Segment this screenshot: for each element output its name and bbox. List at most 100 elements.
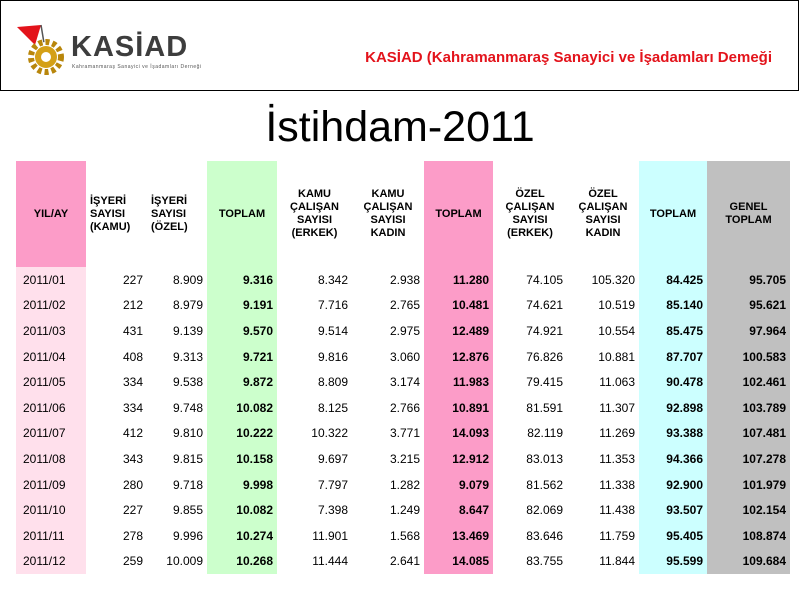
cell-private-male: 81.562 xyxy=(526,477,563,492)
cell-workplaces-private: 9.313 xyxy=(172,349,203,364)
table-row: 2011/11 278 9.996 10.274 11.901 1.568 13.469 83… xyxy=(16,522,790,549)
cell-private-female: 105.320 xyxy=(591,272,635,287)
cell-workplaces-total: 10.082 xyxy=(207,394,277,421)
cell-private-male: 83.755 xyxy=(526,554,563,569)
cell-grand-total: 102.154 xyxy=(707,497,790,523)
cell-private-male: 82.069 xyxy=(526,503,563,518)
cell-workplaces-total: 10.158 xyxy=(207,446,277,472)
col-header-workplaces-total: TOPLAM xyxy=(207,161,277,267)
kasiad-logo: KASİAD Kahramanmaraş Sanayici ve İşadaml… xyxy=(15,21,225,76)
table-header-row: YIL/AY İŞYERİ SAYISI (KAMU) İŞYERİ SAYIS… xyxy=(16,161,790,267)
col-header-workplaces-public: İŞYERİ SAYISI (KAMU) xyxy=(90,194,131,233)
cell-workplaces-total: 9.191 xyxy=(207,292,277,319)
cell-workplaces-public: 334 xyxy=(122,375,143,390)
cell-private-male: 74.921 xyxy=(526,323,563,338)
table-row: 2011/09 280 9.718 9.998 7.797 1.282 9.079 81.56… xyxy=(16,471,790,498)
cell-public-female: 3.215 xyxy=(389,451,420,466)
cell-workplaces-total: 9.570 xyxy=(207,318,277,344)
cell-private-female: 11.063 xyxy=(599,375,635,390)
cell-private-male: 83.013 xyxy=(526,451,563,466)
table-row: 2011/06 334 9.748 10.082 8.125 2.766 10.891 81.… xyxy=(16,394,790,421)
cell-private-female: 11.759 xyxy=(599,528,635,543)
cell-private-total: 95.405 xyxy=(639,522,707,549)
cell-private-male: 74.105 xyxy=(526,272,563,287)
table-row: 2011/03 431 9.139 9.570 9.514 2.975 12.489 74.9… xyxy=(16,318,790,344)
cell-public-male: 10.322 xyxy=(311,426,348,441)
logo-tagline: Kahramanmaraş Sanayici ve İşadamları Der… xyxy=(72,64,202,70)
cell-private-total: 92.900 xyxy=(639,471,707,498)
cell-private-female: 11.438 xyxy=(599,503,635,518)
cell-grand-total: 108.874 xyxy=(707,522,790,549)
col-header-private-male: ÖZEL ÇALIŞAN SAYISI (ERKEK) xyxy=(505,188,555,239)
cell-workplaces-private: 9.538 xyxy=(172,375,203,390)
cell-workplaces-private: 9.139 xyxy=(172,323,203,338)
cell-workplaces-private: 8.909 xyxy=(172,272,203,287)
cell-grand-total: 109.684 xyxy=(707,548,790,575)
organization-name: KASİAD (Kahramanmaraş Sanayici ve İşadam… xyxy=(365,49,772,66)
cell-workplaces-public: 334 xyxy=(122,400,143,415)
cell-workplaces-public: 227 xyxy=(122,272,143,287)
cell-private-female: 10.881 xyxy=(598,349,635,364)
cell-workplaces-total: 10.268 xyxy=(207,548,277,575)
cell-public-female: 3.174 xyxy=(389,375,420,390)
cell-public-male: 9.514 xyxy=(317,323,348,338)
cell-year-month: 2011/02 xyxy=(16,292,86,319)
cell-public-female: 1.249 xyxy=(389,503,420,518)
cell-private-male: 82.119 xyxy=(527,426,563,441)
cell-public-total: 14.093 xyxy=(424,420,493,447)
cell-workplaces-private: 8.979 xyxy=(172,298,203,313)
cell-public-female: 3.771 xyxy=(389,426,420,441)
table-row: 2011/05 334 9.538 9.872 8.809 3.174 11.983 79.4… xyxy=(16,369,790,395)
cell-public-female: 1.282 xyxy=(389,477,420,492)
cell-private-total: 92.898 xyxy=(639,394,707,421)
cell-public-total: 12.912 xyxy=(424,446,493,472)
cell-year-month: 2011/09 xyxy=(16,471,86,498)
cell-workplaces-public: 408 xyxy=(122,349,143,364)
cell-workplaces-total: 10.082 xyxy=(207,497,277,523)
cell-year-month: 2011/04 xyxy=(16,343,86,370)
col-header-private-total: TOPLAM xyxy=(639,161,707,267)
cell-public-male: 8.809 xyxy=(317,375,348,390)
cell-year-month: 2011/07 xyxy=(16,420,86,447)
cell-public-male: 7.716 xyxy=(317,298,348,313)
cell-workplaces-total: 10.222 xyxy=(207,420,277,447)
cell-private-male: 79.415 xyxy=(526,375,563,390)
cell-public-male: 9.816 xyxy=(317,349,348,364)
cell-private-total: 87.707 xyxy=(639,343,707,370)
cell-private-male: 81.591 xyxy=(526,400,563,415)
cell-public-female: 2.766 xyxy=(389,400,420,415)
cell-private-female: 11.844 xyxy=(599,554,635,569)
cell-workplaces-private: 9.748 xyxy=(172,400,203,415)
cell-public-male: 9.697 xyxy=(317,451,348,466)
cell-grand-total: 95.705 xyxy=(707,267,790,293)
cell-year-month: 2011/05 xyxy=(16,369,86,395)
cell-workplaces-public: 280 xyxy=(122,477,143,492)
cell-workplaces-public: 431 xyxy=(122,323,143,338)
cell-workplaces-public: 259 xyxy=(122,554,143,569)
cell-grand-total: 102.461 xyxy=(707,369,790,395)
gear-flag-icon xyxy=(17,24,64,75)
cell-private-total: 93.507 xyxy=(639,497,707,523)
cell-public-total: 11.983 xyxy=(424,369,493,395)
col-header-workplaces-private: İŞYERİ SAYISI (ÖZEL) xyxy=(151,194,188,233)
cell-public-female: 3.060 xyxy=(389,349,420,364)
cell-workplaces-public: 227 xyxy=(122,503,143,518)
cell-public-total: 13.469 xyxy=(424,522,493,549)
cell-public-total: 10.481 xyxy=(424,292,493,319)
cell-workplaces-public: 278 xyxy=(122,528,143,543)
cell-public-male: 7.398 xyxy=(317,503,348,518)
cell-private-total: 93.388 xyxy=(639,420,707,447)
table-row: 2011/04 408 9.313 9.721 9.816 3.060 12.876 76.8… xyxy=(16,343,790,370)
table-row: 2011/10 227 9.855 10.082 7.398 1.249 8.647 82.0… xyxy=(16,497,790,523)
cell-public-total: 12.876 xyxy=(424,343,493,370)
logo-wordmark: KASİAD xyxy=(71,31,189,63)
cell-workplaces-private: 10.009 xyxy=(166,554,203,569)
cell-public-total: 9.079 xyxy=(424,471,493,498)
cell-public-total: 14.085 xyxy=(424,548,493,575)
col-header-private-female: ÖZEL ÇALIŞAN SAYISI KADIN xyxy=(578,188,628,239)
cell-private-male: 83.646 xyxy=(526,528,563,543)
table-row: 2011/08 343 9.815 10.158 9.697 3.215 12.912 83.… xyxy=(16,446,790,472)
cell-year-month: 2011/10 xyxy=(16,497,86,523)
cell-public-female: 2.641 xyxy=(389,554,420,569)
cell-public-male: 7.797 xyxy=(317,477,348,492)
